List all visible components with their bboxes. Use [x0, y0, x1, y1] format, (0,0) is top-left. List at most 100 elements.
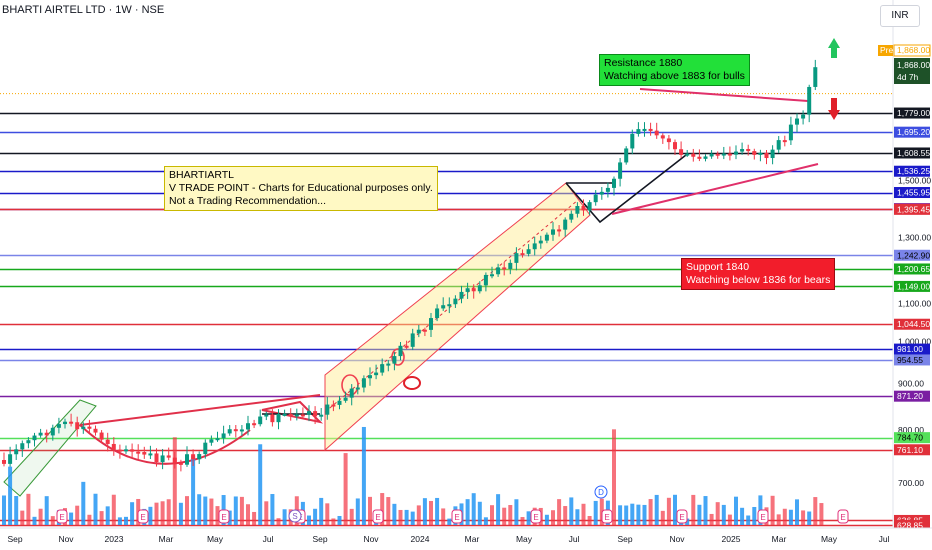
volume-bar	[26, 493, 31, 525]
x-tick-label: Nov	[363, 534, 379, 544]
earnings-marker: E	[676, 509, 688, 524]
volume-bar	[75, 505, 80, 525]
volume-bar	[422, 498, 427, 525]
earnings-marker: E	[451, 509, 463, 524]
candle-body	[325, 404, 330, 415]
volume-bar	[117, 517, 122, 525]
candle-body	[136, 451, 141, 454]
last-price-label: 1,868.00	[897, 60, 930, 70]
volume-bar	[813, 497, 818, 525]
candle-body	[770, 149, 775, 159]
volume-bar	[166, 499, 171, 525]
candle-body	[660, 135, 665, 139]
earnings-marker-label: E	[375, 513, 380, 522]
volume-bar	[160, 501, 165, 525]
volume-bar	[819, 503, 824, 525]
volume-bar	[795, 499, 799, 525]
level-price-label: 1,200.65	[897, 264, 930, 274]
level-price-label: 1,242.90	[897, 250, 930, 260]
volume-bar	[319, 497, 324, 525]
volume-bar	[593, 500, 598, 525]
volume-bar	[355, 498, 360, 525]
candle-body	[477, 285, 482, 292]
volume-bar	[203, 496, 208, 525]
volume-bar	[807, 511, 812, 525]
volume-bar	[691, 494, 696, 525]
candle-body	[386, 363, 391, 366]
volume-bar	[349, 508, 354, 525]
volume-bar	[307, 515, 311, 525]
candle-body	[246, 423, 250, 430]
candle-body	[337, 400, 342, 405]
candle-body	[209, 439, 214, 443]
candle-body	[776, 140, 781, 150]
info-note[interactable]: BHARTIARTL V TRADE POINT - Charts for Ed…	[164, 166, 438, 211]
level-price-tag	[894, 107, 930, 119]
y-tick-label: 900.00	[898, 378, 924, 388]
candle-body	[727, 153, 732, 156]
resistance-note[interactable]: Resistance 1880 Watching above 1883 for …	[599, 54, 750, 86]
level-price-label: 1,608.55	[897, 148, 930, 158]
volume-bar	[392, 503, 397, 525]
level-price-label: 628.85	[897, 520, 923, 530]
level-price-tag	[894, 432, 930, 444]
volume-bar	[642, 504, 647, 525]
level-price-tag	[894, 263, 930, 275]
volume-bar	[331, 518, 336, 525]
candle-body	[605, 187, 610, 192]
currency-button[interactable]: INR	[880, 5, 920, 27]
earnings-marker: E	[530, 509, 542, 524]
candle-body	[465, 288, 470, 292]
volume-bar	[496, 494, 501, 525]
y-tick-label: 1,000.00	[898, 337, 931, 347]
candle-body	[172, 457, 177, 463]
support-note-line2: Watching below 1836 for bears	[686, 274, 831, 286]
candle-body	[569, 213, 574, 220]
volume-bar	[703, 496, 708, 525]
candle-body	[227, 429, 232, 434]
candle-body	[721, 153, 726, 156]
volume-bar	[618, 505, 623, 525]
horizontal-levels	[0, 93, 893, 527]
candle-body	[788, 124, 793, 141]
volume-bar	[264, 501, 269, 525]
candle-body	[154, 453, 159, 463]
candle-body	[532, 243, 537, 250]
candle-body	[374, 372, 379, 376]
level-price-tag	[894, 444, 930, 456]
candle-body	[252, 423, 257, 426]
x-tick-label: Mar	[465, 534, 480, 544]
volume-layer	[2, 426, 824, 525]
level-price-label: 761.10	[897, 445, 923, 455]
volume-bar	[447, 518, 452, 525]
support-note-line1: Support 1840	[686, 261, 750, 273]
level-price-tag	[894, 203, 930, 215]
level-price-label: 1,695.20	[897, 127, 930, 137]
highlight-circle	[403, 376, 421, 390]
candle-body	[429, 318, 433, 330]
volume-bar	[14, 495, 19, 525]
support-trendline	[611, 163, 819, 215]
x-tick-label: May	[821, 534, 838, 544]
pre-price-tag	[893, 44, 931, 57]
volume-bar	[526, 511, 531, 525]
level-price-tag	[894, 390, 930, 402]
info-note-line1: BHARTIARTL	[169, 169, 234, 181]
level-price-tag	[894, 249, 930, 261]
candle-body	[148, 453, 153, 456]
volume-bar	[233, 496, 238, 525]
level-price-tag	[894, 519, 930, 531]
candle-body	[496, 267, 501, 275]
volume-bar	[721, 504, 726, 525]
candle-body	[111, 443, 116, 450]
symbol-header: BHARTI AIRTEL LTD · 1W · NSE	[2, 4, 165, 16]
volume-bar	[337, 515, 342, 525]
support-note[interactable]: Support 1840 Watching below 1836 for bea…	[681, 258, 836, 290]
candle-body	[416, 329, 421, 334]
earnings-marker: E	[218, 509, 230, 524]
cup-rim-line	[79, 394, 321, 426]
volume-bar	[282, 509, 287, 525]
volume-bar	[477, 501, 482, 525]
